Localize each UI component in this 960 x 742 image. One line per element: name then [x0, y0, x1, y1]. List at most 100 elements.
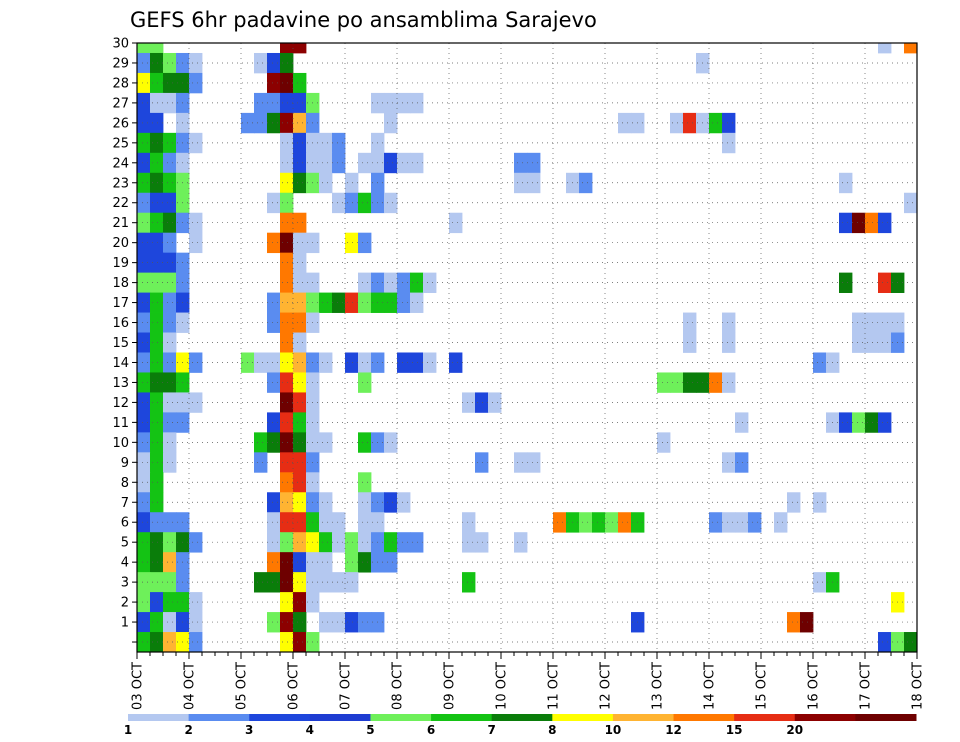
heatmap-cell: [137, 472, 151, 493]
heatmap-cell: [670, 112, 684, 134]
heatmap-cell: [293, 492, 307, 513]
x-axis: 03 OCT 04 OCT 05 OCT 06 OCT 07 OCT 08 OCT 09 O…: [131, 652, 926, 710]
heatmap-cell: [267, 112, 281, 134]
heatmap-cell: [163, 432, 177, 453]
heatmap-cell: [163, 572, 177, 593]
heatmap-cell: [280, 572, 294, 593]
heatmap-cell: [839, 212, 853, 234]
heatmap-cell: [254, 572, 268, 593]
heatmap-cell: [358, 532, 372, 553]
y-tick-label: 25: [112, 136, 129, 151]
heatmap-cell: [280, 292, 294, 313]
y-tick-label: 1: [121, 616, 129, 631]
legend-swatch: [552, 714, 614, 721]
heatmap-cell: [137, 152, 151, 174]
heatmap-cell: [449, 212, 463, 234]
y-tick-label: 17: [112, 296, 129, 311]
grid-lines: [137, 43, 917, 652]
heatmap-cell: [332, 572, 346, 593]
heatmap-cell: [150, 252, 164, 274]
heatmap-cell: [527, 152, 541, 174]
y-tick-label: 29: [112, 56, 129, 71]
heatmap-cell: [163, 532, 177, 553]
heatmap-cell: [605, 512, 619, 533]
heatmap-cell: [475, 452, 489, 473]
heatmap-cell: [189, 72, 203, 94]
heatmap-cell: [163, 352, 177, 373]
y-tick-label: 21: [112, 216, 129, 231]
heatmap-cell: [163, 512, 177, 533]
heatmap-cell: [449, 352, 463, 373]
heatmap-cell: [865, 412, 879, 433]
heatmap-cell: [319, 352, 333, 373]
heatmap-cell: [384, 92, 398, 114]
heatmap-cell: [150, 152, 164, 174]
heatmap-cell: [137, 632, 151, 653]
heatmap-cell: [137, 252, 151, 274]
heatmap-cell: [150, 112, 164, 134]
heatmap-cell: [280, 112, 294, 134]
y-tick-label: 6: [121, 516, 129, 531]
heatmap-cell: [332, 192, 346, 214]
heatmap-cell: [839, 412, 853, 433]
heatmap-cell: [280, 152, 294, 174]
heatmap-cell: [397, 292, 411, 313]
heatmap-cell: [150, 332, 164, 353]
heatmap-cell: [280, 312, 294, 333]
heatmap-cell: [267, 352, 281, 373]
heatmap-cell: [345, 292, 359, 313]
heatmap-cell: [332, 152, 346, 174]
heatmap-cell: [384, 152, 398, 174]
heatmap-cell: [722, 132, 736, 154]
heatmap-cell: [293, 172, 307, 194]
x-tick-label: 05 OCT: [235, 662, 250, 710]
color-legend: 1 2 3 4 5 6 7 8 10 12 15 20: [124, 714, 917, 737]
heatmap-cell: [852, 312, 866, 333]
heatmap-cell: [293, 312, 307, 333]
heatmap-cell: [150, 432, 164, 453]
heatmap-cell: [137, 492, 151, 513]
heatmap-cell: [150, 592, 164, 613]
heatmap-cell: [722, 512, 736, 533]
heatmap-cell: [267, 552, 281, 573]
heatmap-cell: [787, 612, 801, 633]
legend-swatch: [431, 714, 493, 721]
heatmap-cell: [137, 412, 151, 433]
x-tick-label: 10 OCT: [495, 662, 510, 710]
heatmap-cell: [865, 212, 879, 234]
legend-label: 15: [726, 723, 743, 737]
heatmap-cell: [280, 72, 294, 94]
heatmap-cell: [579, 172, 593, 194]
heatmap-cell: [267, 372, 281, 393]
y-tick-label: 12: [112, 396, 129, 411]
heatmap-cell: [280, 492, 294, 513]
heatmap-cell: [878, 212, 892, 234]
heatmap-cell: [137, 52, 151, 74]
x-tick-label: 17 OCT: [859, 662, 874, 710]
heatmap-cell: [293, 92, 307, 114]
heatmap-cell: [137, 432, 151, 453]
heatmap-cell: [293, 552, 307, 573]
heatmap-cell: [839, 172, 853, 194]
y-tick-label: 16: [112, 316, 129, 331]
heatmap-cell: [774, 512, 788, 533]
heatmap-cell: [189, 612, 203, 633]
heatmap-cell: [527, 452, 541, 473]
heatmap-cell: [137, 532, 151, 553]
heatmap-cell: [267, 532, 281, 553]
heatmap-cell: [163, 332, 177, 353]
heatmap-cell: [839, 272, 853, 293]
heatmap-cell: [163, 132, 177, 154]
heatmap-cell: [280, 132, 294, 154]
heatmap-cell: [189, 52, 203, 74]
heatmap-cell: [358, 192, 372, 214]
y-axis: 3029282726252423222120191817161514131211…: [112, 37, 137, 643]
heatmap-cell: [150, 92, 164, 114]
heatmap-cell: [319, 572, 333, 593]
x-tick-label: 11 OCT: [547, 662, 562, 710]
heatmap-cell: [384, 492, 398, 513]
heatmap-cell: [163, 632, 177, 653]
heatmap-cell: [163, 592, 177, 613]
heatmap-cell: [670, 372, 684, 393]
